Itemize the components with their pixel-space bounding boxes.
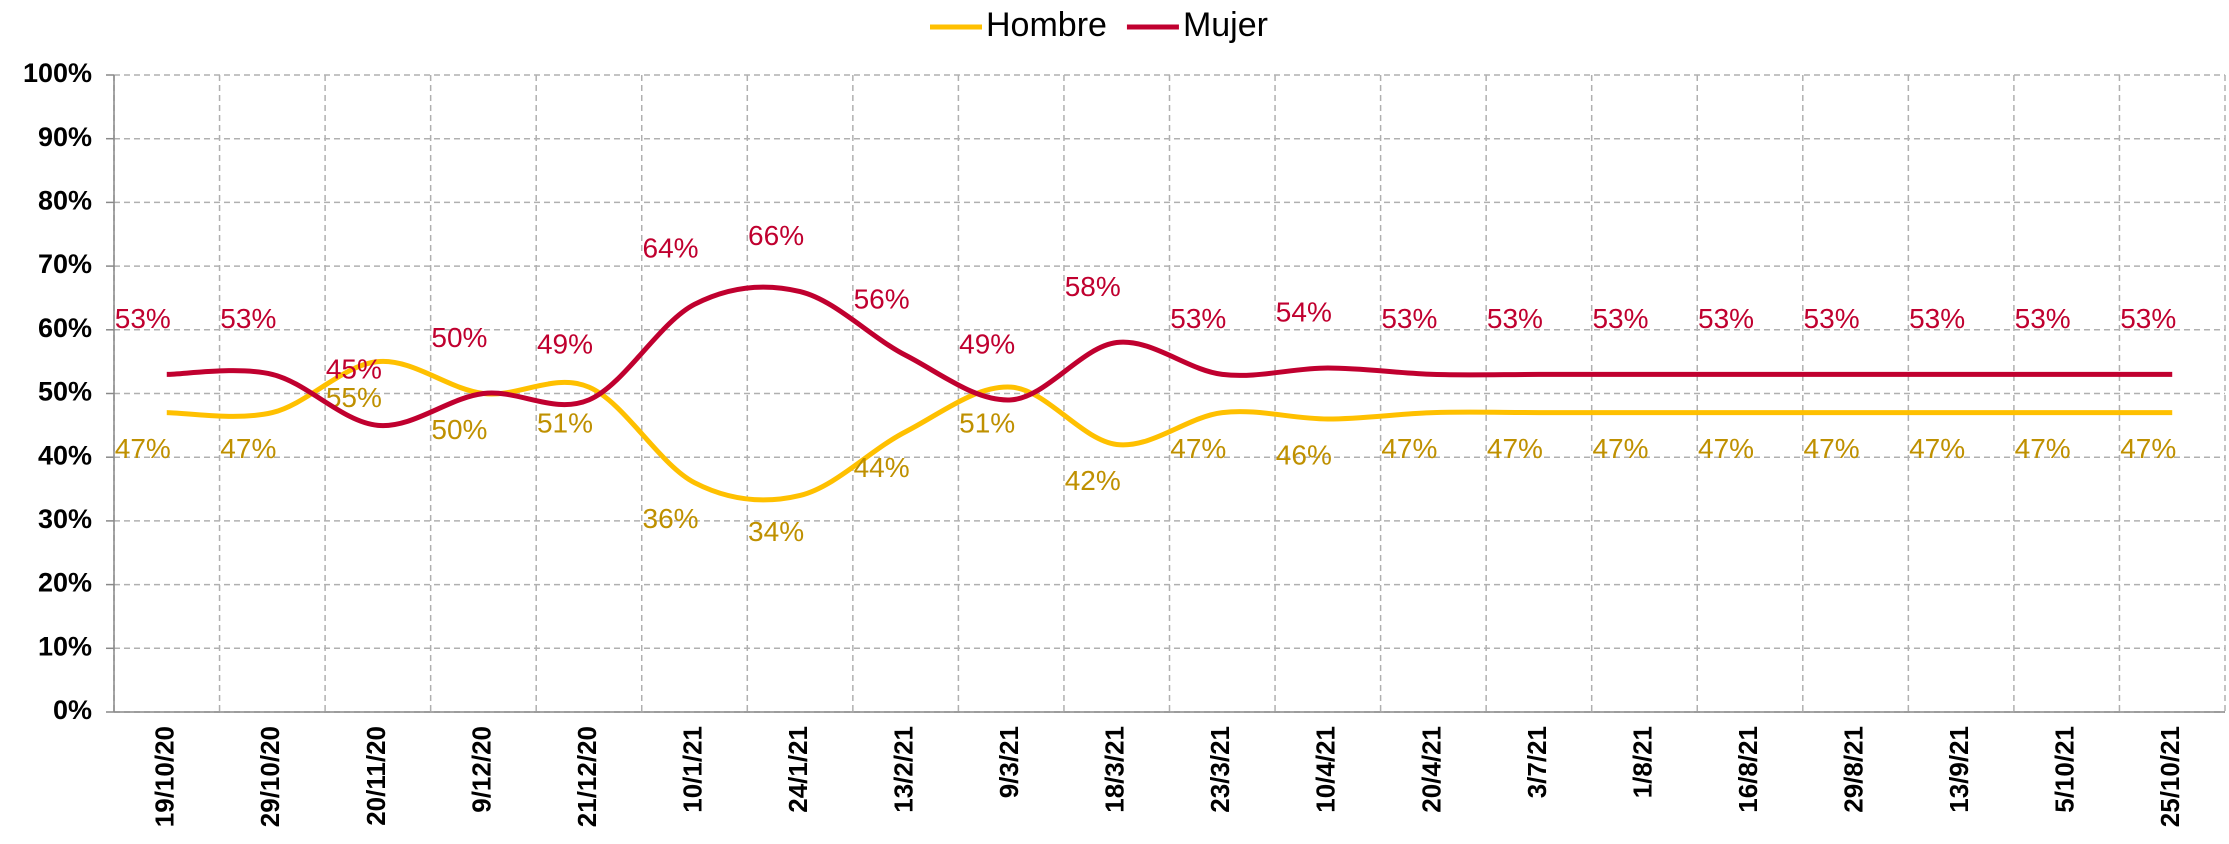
data-label: 53% <box>220 303 276 334</box>
data-label: 51% <box>959 408 1015 439</box>
x-tick-label: 25/10/21 <box>2155 726 2185 827</box>
x-tick-label: 18/3/21 <box>1100 726 1130 813</box>
data-label: 42% <box>1065 465 1121 496</box>
legend-label: Hombre <box>986 6 1107 44</box>
y-tick-label: 70% <box>38 249 92 279</box>
x-tick-label: 9/3/21 <box>994 726 1024 798</box>
data-label: 47% <box>1487 433 1543 464</box>
data-label: 53% <box>1698 303 1754 334</box>
y-tick-label: 0% <box>53 695 92 725</box>
data-label: 51% <box>537 408 593 439</box>
data-label: 36% <box>643 503 699 534</box>
data-label: 53% <box>1804 303 1860 334</box>
data-label: 47% <box>2015 433 2071 464</box>
x-tick-label: 20/4/21 <box>1416 726 1446 813</box>
data-label: 49% <box>537 328 593 359</box>
data-label: 53% <box>1381 303 1437 334</box>
x-tick-label: 13/9/21 <box>1944 726 1974 813</box>
data-label: 54% <box>1276 296 1332 327</box>
x-tick-label: 5/10/21 <box>2050 726 2080 813</box>
x-tick-label: 29/10/20 <box>255 726 285 827</box>
x-tick-label: 9/12/20 <box>466 726 496 813</box>
line <box>166 284 2173 428</box>
y-tick-label: 20% <box>38 568 92 598</box>
data-label: 53% <box>1909 303 1965 334</box>
x-tick-label: 23/3/21 <box>1205 726 1235 813</box>
data-label: 46% <box>1276 439 1332 470</box>
data-label: 34% <box>748 516 804 547</box>
x-tick-label: 16/8/21 <box>1733 726 1763 813</box>
y-tick-label: 30% <box>38 504 92 534</box>
data-label: 53% <box>1592 303 1648 334</box>
data-label: 66% <box>748 220 804 251</box>
x-tick-label: 10/4/21 <box>1311 726 1341 813</box>
data-label: 64% <box>643 233 699 264</box>
data-label: 56% <box>854 284 910 315</box>
x-tick-label: 3/7/21 <box>1522 726 1552 798</box>
y-tick-label: 100% <box>23 58 92 88</box>
data-label: 53% <box>115 303 171 334</box>
x-tick-label: 19/10/20 <box>150 726 180 827</box>
data-label: 50% <box>431 414 487 445</box>
data-label: 53% <box>1487 303 1543 334</box>
data-label: 50% <box>431 322 487 353</box>
x-tick-label: 10/1/21 <box>677 726 707 813</box>
x-tick-label: 20/11/20 <box>361 726 391 826</box>
data-label: 47% <box>1909 433 1965 464</box>
data-label: 45% <box>326 354 382 385</box>
data-label: 58% <box>1065 271 1121 302</box>
data-label: 47% <box>115 433 171 464</box>
x-tick-label: 29/8/21 <box>1838 726 1868 813</box>
data-label: 49% <box>959 328 1015 359</box>
data-label: 47% <box>220 433 276 464</box>
y-tick-label: 10% <box>38 631 92 661</box>
data-label: 53% <box>1170 303 1226 334</box>
data-label: 47% <box>1698 433 1754 464</box>
x-tick-label: 13/2/21 <box>889 726 919 813</box>
data-label: 47% <box>1381 433 1437 464</box>
data-label: 47% <box>1592 433 1648 464</box>
y-tick-label: 90% <box>38 122 92 152</box>
y-tick-label: 50% <box>38 377 92 407</box>
data-label: 53% <box>2120 303 2176 334</box>
y-tick-label: 60% <box>38 313 92 343</box>
y-tick-label: 80% <box>38 186 92 216</box>
data-label: 53% <box>2015 303 2071 334</box>
x-tick-label: 24/1/21 <box>783 726 813 813</box>
data-label: 44% <box>854 452 910 483</box>
y-tick-label: 40% <box>38 440 92 470</box>
x-tick-label: 21/12/20 <box>572 726 602 827</box>
data-label: 47% <box>2120 433 2176 464</box>
data-label: 47% <box>1804 433 1860 464</box>
legend-label: Mujer <box>1183 6 1268 44</box>
x-tick-label: 1/8/21 <box>1627 726 1657 798</box>
data-label: 47% <box>1170 433 1226 464</box>
